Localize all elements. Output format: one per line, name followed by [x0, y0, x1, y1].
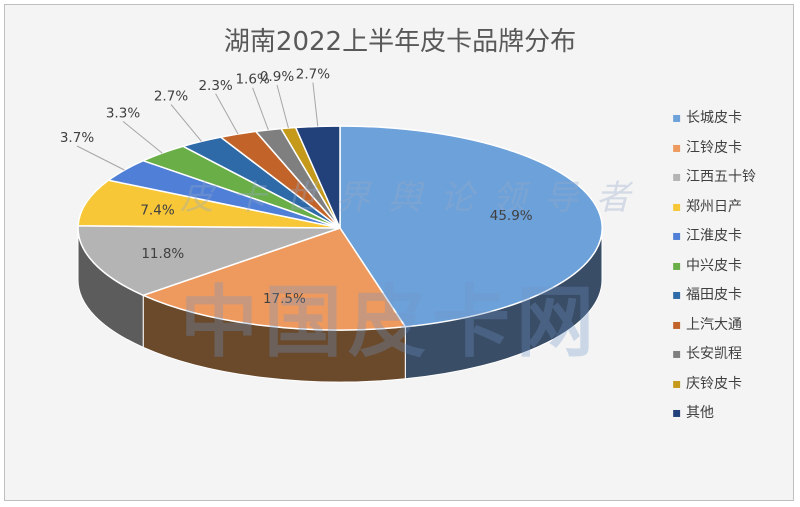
leader-line-5: [122, 121, 163, 154]
legend-marker: ▪: [672, 316, 682, 333]
legend-label: 中兴皮卡: [686, 257, 742, 274]
legend-marker: ▪: [672, 287, 682, 303]
data-label-5: 3.3%: [106, 105, 140, 121]
chart-legend: ▪ 长城皮卡 ▪ 江铃皮卡 ▪ 江西五十铃 ▪ 郑州日产 ▪ 江淮皮卡 ▪ 中兴皮卡 ▪ 福田皮卡 ▪ 上汽大…: [672, 104, 782, 429]
legend-item: ▪ 福田皮卡: [672, 281, 782, 311]
data-label-6: 2.7%: [154, 89, 188, 105]
data-label-0: 45.9%: [490, 208, 533, 224]
data-label-10: 2.7%: [296, 67, 330, 83]
legend-marker: ▪: [672, 228, 682, 244]
data-label-9: 0.9%: [260, 69, 294, 85]
legend-label: 江淮皮卡: [686, 228, 742, 244]
legend-marker: ▪: [672, 198, 682, 215]
legend-marker: ▪: [672, 346, 682, 362]
legend-label: 长城皮卡: [686, 110, 742, 126]
data-label-3: 7.4%: [140, 203, 174, 219]
data-label-1: 17.5%: [263, 291, 306, 307]
legend-marker: ▪: [672, 375, 682, 392]
legend-item: ▪ 长安凯程: [672, 340, 782, 370]
legend-item: ▪ 江铃皮卡: [672, 134, 782, 164]
legend-marker: ▪: [672, 257, 682, 274]
legend-label: 长安凯程: [686, 346, 742, 362]
pie-slice-1: [141, 227, 407, 331]
legend-item: ▪ 长城皮卡: [672, 104, 782, 134]
pie-slice-2: [77, 225, 341, 297]
pie-slice-3: [77, 179, 341, 229]
pie-labels: 45.9% 17.5% 11.8% 7.4% 3.7% 3.3% 2.7% 2.3% 1.6%0…: [60, 67, 533, 308]
legend-label: 庆铃皮卡: [686, 375, 742, 392]
chart-title: 湖南2022上半年皮卡品牌分布: [223, 27, 577, 57]
leader-line-7: [215, 93, 239, 135]
legend-label: 福田皮卡: [686, 287, 742, 303]
legend-item: ▪ 江淮皮卡: [672, 222, 782, 252]
leader-line-9: [276, 84, 289, 129]
legend-label: 郑州日产: [686, 198, 742, 215]
legend-item: ▪ 上汽大通: [672, 311, 782, 341]
data-label-8: 1.6%: [235, 72, 269, 88]
legend-marker: ▪: [672, 405, 682, 421]
data-label-2: 11.8%: [141, 246, 184, 262]
legend-item: ▪ 其他: [672, 399, 782, 429]
legend-item: ▪ 中兴皮卡: [672, 252, 782, 282]
legend-label: 其他: [686, 405, 714, 421]
data-label-4: 3.7%: [60, 130, 94, 146]
leader-line-4: [76, 145, 125, 171]
legend-marker: ▪: [672, 169, 682, 185]
pie-tops: [77, 125, 603, 331]
legend-marker: ▪: [672, 110, 682, 126]
legend-item: ▪ 庆铃皮卡: [672, 370, 782, 400]
legend-label: 江铃皮卡: [686, 139, 742, 156]
leader-line-10: [312, 82, 319, 127]
leader-line-8: [252, 87, 269, 131]
legend-marker: ▪: [672, 139, 682, 156]
legend-item: ▪ 郑州日产: [672, 193, 782, 223]
legend-item: ▪ 江西五十铃: [672, 163, 782, 193]
legend-label: 上汽大通: [686, 316, 742, 333]
pie-slice-0: [339, 125, 603, 328]
data-label-7: 2.3%: [198, 78, 232, 94]
legend-label: 江西五十铃: [686, 169, 756, 185]
leader-line-6: [170, 104, 202, 142]
